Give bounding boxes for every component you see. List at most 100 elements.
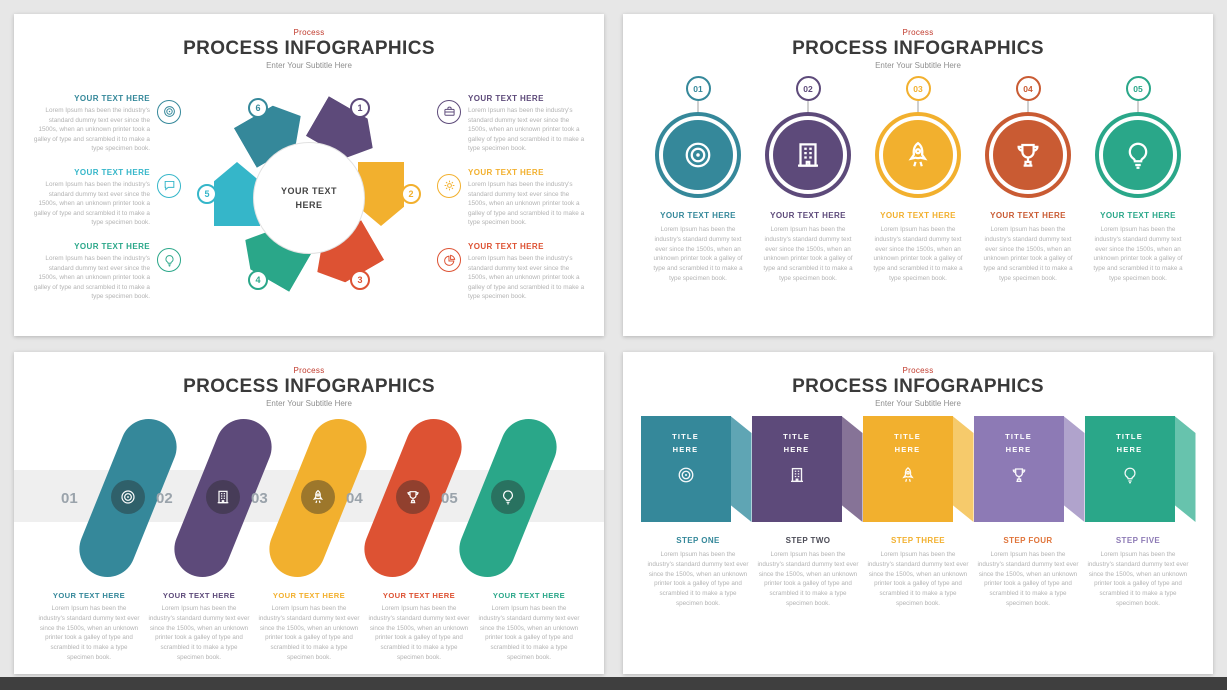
banner-fold-4 <box>1063 416 1085 522</box>
slide-eyebrow: Process <box>293 366 325 375</box>
step-number-label: 5 <box>204 189 210 199</box>
slide2-content: 01 YOUR TEXT HERE Lorem Ipsum has been t… <box>623 70 1213 284</box>
step-heading: STEP FOUR <box>1003 536 1053 545</box>
panel-title: TITLE HERE <box>672 432 699 454</box>
ribbon-timeline: 01 02 03 04 05 <box>14 410 604 590</box>
lightbulb-icon <box>1103 120 1173 190</box>
banner-fold-1 <box>730 416 752 522</box>
text-block-step-3: YOUR TEXT HERE Lorem Ipsum has been the … <box>437 242 590 302</box>
step-heading: YOUR TEXT HERE <box>382 591 456 600</box>
building-icon <box>788 466 806 484</box>
text-block-step-5: YOUR TEXT HERE Lorem Ipsum has been the … <box>28 168 181 228</box>
step-circle <box>985 112 1071 198</box>
text-block-content: YOUR TEXT HERE Lorem Ipsum has been the … <box>468 242 590 302</box>
step-number-badge: 04 <box>1015 76 1041 101</box>
connector-line <box>697 101 699 112</box>
step-number-label: 6 <box>255 103 261 113</box>
text-block-step-1: YOUR TEXT HERE Lorem Ipsum has been the … <box>437 94 590 154</box>
text-block-content: YOUR TEXT HERE Lorem Ipsum has been the … <box>28 168 150 228</box>
step-heading: STEP FIVE <box>1115 536 1161 545</box>
slide1-left-column: YOUR TEXT HERE Lorem Ipsum has been the … <box>28 94 181 302</box>
target-icon <box>157 99 181 124</box>
step-number-1: 1 <box>350 98 370 118</box>
chat-icon <box>157 173 181 198</box>
step-text-5: STEP FIVE Lorem Ipsum has been the indus… <box>1087 536 1189 609</box>
block-body: Lorem Ipsum has been the industry's stan… <box>468 106 585 153</box>
block-heading: YOUR TEXT HERE <box>468 93 544 103</box>
step-heading: YOUR TEXT HERE <box>272 591 346 600</box>
block-body: Lorem Ipsum has been the industry's stan… <box>33 255 150 301</box>
step-text-3: YOUR TEXT HERE Lorem Ipsum has been the … <box>258 591 360 663</box>
text-block-content: YOUR TEXT HERE Lorem Ipsum has been the … <box>28 94 150 154</box>
step-circle <box>875 112 961 198</box>
step-text-5: YOUR TEXT HERE Lorem Ipsum has been the … <box>478 591 580 663</box>
step-number-label: 01 <box>693 83 703 94</box>
process-step-column-2: 02 YOUR TEXT HERE Lorem Ipsum has been t… <box>758 76 858 284</box>
step-body: Lorem Ipsum has been the industry's stan… <box>977 551 1079 607</box>
text-block-step-6: YOUR TEXT HERE Lorem Ipsum has been the … <box>28 94 181 154</box>
connector-line <box>807 101 809 112</box>
step-circle <box>765 112 851 198</box>
step-heading: YOUR TEXT HERE <box>1100 211 1176 220</box>
banner-fold-3 <box>952 416 974 522</box>
target-icon <box>677 466 695 484</box>
step-body: Lorem Ipsum has been the industry's stan… <box>1093 226 1183 282</box>
connector-line <box>1137 101 1139 112</box>
lightbulb-icon <box>157 248 181 273</box>
trophy-icon <box>993 120 1063 190</box>
step-number-3: 3 <box>350 270 370 290</box>
step-text-2: STEP TWO Lorem Ipsum has been the indust… <box>757 536 859 609</box>
slide-hexagon-process[interactable]: Process PROCESS INFOGRAPHICS Enter Your … <box>14 14 604 336</box>
block-heading: YOUR TEXT HERE <box>74 93 150 103</box>
step-number-2: 2 <box>401 184 421 204</box>
step-number-6: 6 <box>248 98 268 118</box>
slide-diagonal-ribbons[interactable]: Process PROCESS INFOGRAPHICS Enter Your … <box>14 352 604 674</box>
block-heading: YOUR TEXT HERE <box>468 167 544 177</box>
slide-folded-banner[interactable]: Process PROCESS INFOGRAPHICS Enter Your … <box>623 352 1213 674</box>
slide-title: PROCESS INFOGRAPHICS <box>183 38 435 59</box>
step-body: Lorem Ipsum has been the industry's stan… <box>258 605 360 661</box>
step-number-1: 01 <box>61 490 78 507</box>
step-number-badge: 05 <box>1125 76 1151 101</box>
step-number-label: 2 <box>408 189 414 199</box>
slide-title: PROCESS INFOGRAPHICS <box>183 376 435 397</box>
rocket-icon <box>899 466 917 484</box>
connector-line <box>1027 101 1029 112</box>
step-body: Lorem Ipsum has been the industry's stan… <box>983 226 1073 282</box>
slide-numbered-circles[interactable]: Process PROCESS INFOGRAPHICS Enter Your … <box>623 14 1213 336</box>
step-number-label: 4 <box>255 275 261 285</box>
target-icon <box>663 120 733 190</box>
step-number-label: 05 <box>1133 83 1143 94</box>
step-heading: YOUR TEXT HERE <box>162 591 236 600</box>
block-heading: YOUR TEXT HERE <box>468 242 544 252</box>
step-body: Lorem Ipsum has been the industry's stan… <box>647 551 749 607</box>
step-number-3: 03 <box>251 490 268 507</box>
step-body: Lorem Ipsum has been the industry's stan… <box>148 605 250 661</box>
step-text-4: STEP FOUR Lorem Ipsum has been the indus… <box>977 536 1079 609</box>
step-heading: YOUR TEXT HERE <box>492 591 566 600</box>
slide-header: Process PROCESS INFOGRAPHICS Enter Your … <box>14 352 604 408</box>
slide-eyebrow: Process <box>293 28 325 37</box>
banner-panel-4: TITLE HERE <box>973 416 1064 522</box>
step-number-label: 1 <box>357 103 363 113</box>
step-body: Lorem Ipsum has been the industry's stan… <box>38 605 140 661</box>
step-text-2: YOUR TEXT HERE Lorem Ipsum has been the … <box>148 591 250 663</box>
step-body: Lorem Ipsum has been the industry's stan… <box>763 226 853 282</box>
banner-panel-1: TITLE HERE <box>640 416 731 522</box>
building-icon <box>773 120 843 190</box>
block-heading: YOUR TEXT HERE <box>74 167 150 177</box>
panel-title: TITLE HERE <box>894 432 921 454</box>
panel-title: TITLE HERE <box>1005 432 1032 454</box>
rocket-icon <box>883 120 953 190</box>
step-heading: YOUR TEXT HERE <box>660 211 736 220</box>
folded-banner: TITLE HERE TITLE HERE TITLE HERE TITLE H… <box>623 416 1213 522</box>
block-body: Lorem Ipsum has been the industry's stan… <box>468 255 585 301</box>
step-heading: YOUR TEXT HERE <box>880 211 956 220</box>
step-body: Lorem Ipsum has been the industry's stan… <box>873 226 963 282</box>
hexagon-process-diagram: 1 2 3 4 5 6 YOUR TEXT HERE <box>189 74 429 322</box>
step-text-1: YOUR TEXT HERE Lorem Ipsum has been the … <box>38 591 140 663</box>
briefcase-icon <box>437 99 461 124</box>
slide-header: Process PROCESS INFOGRAPHICS Enter Your … <box>14 14 604 70</box>
step-circle <box>655 112 741 198</box>
